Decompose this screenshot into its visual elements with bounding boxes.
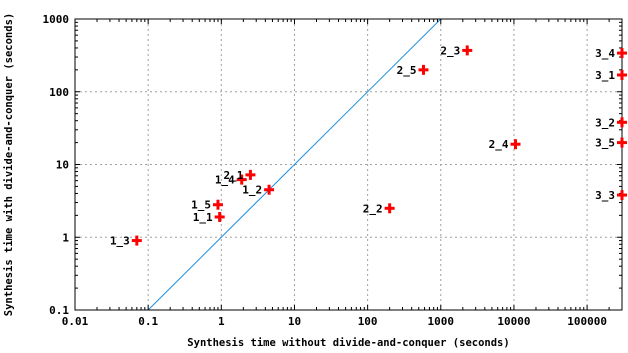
data-point: 2_4 — [489, 138, 521, 151]
point-label: 2_4 — [489, 138, 509, 151]
point-label: 2_5 — [397, 64, 417, 77]
x-tick-label: 1 — [218, 315, 225, 328]
x-tick-label: 10 — [288, 315, 301, 328]
data-point: 3_2 — [595, 116, 627, 129]
point-label: 3_4 — [595, 47, 615, 60]
data-point: 1_2 — [242, 184, 275, 197]
point-label: 1_4 — [215, 174, 235, 187]
data-point: 2_5 — [397, 64, 429, 77]
data-point: 1_1 — [193, 211, 225, 224]
x-tick-label: 10000 — [497, 315, 530, 328]
y-tick-label: 0.1 — [49, 304, 69, 317]
data-points: 1_3 1_11_5 1_2 1_42_1 2_2 2_5 2_3 2_4 3_4 3_1 3_2 3… — [110, 44, 627, 248]
y-tick-label: 1 — [62, 231, 69, 244]
point-label: 3_5 — [595, 137, 615, 150]
point-label: 1_2 — [242, 184, 262, 197]
x-tick-label: 0.1 — [138, 315, 158, 328]
x-tick-label: 1000 — [428, 315, 455, 328]
axis-ticks: 0.01 0.1 1 10 100 1000 10000 1000000.1110100100… — [43, 13, 623, 328]
data-point: 2_1 — [224, 169, 256, 182]
data-point: 3_1 — [595, 69, 627, 82]
point-label: 1_1 — [193, 211, 213, 224]
x-tick-label: 100 — [358, 315, 378, 328]
x-tick-label: 0.01 — [62, 315, 89, 328]
y-tick-label: 10 — [56, 159, 69, 172]
point-label: 3_3 — [595, 189, 615, 202]
point-label: 3_1 — [595, 69, 615, 82]
data-point: 3_4 — [595, 47, 627, 60]
point-label: 1_5 — [191, 199, 211, 212]
grid — [75, 19, 622, 310]
y-axis-title: Synthesis time with divide-and-conquer (… — [3, 13, 15, 316]
y-tick-label: 100 — [49, 86, 69, 99]
diagonal-reference-line — [147, 18, 442, 311]
y-tick-label: 1000 — [43, 13, 70, 26]
data-point: 2_3 — [440, 44, 473, 57]
data-point: 2_2 — [363, 202, 395, 215]
data-point: 1_3 — [110, 235, 142, 248]
point-label: 2_2 — [363, 202, 383, 215]
plot-frame — [74, 18, 623, 311]
point-label: 3_2 — [595, 116, 615, 129]
point-label: 2_3 — [440, 44, 460, 57]
point-label: 1_3 — [110, 235, 130, 248]
x-axis-title: Synthesis time without divide-and-conque… — [187, 337, 509, 349]
data-point: 3_5 — [595, 137, 627, 150]
point-label: 2_1 — [224, 169, 244, 182]
data-point: 1_4 — [215, 174, 247, 187]
data-point: 3_3 — [595, 189, 627, 202]
data-point: 1_5 — [191, 199, 223, 212]
x-tick-label: 100000 — [567, 315, 607, 328]
